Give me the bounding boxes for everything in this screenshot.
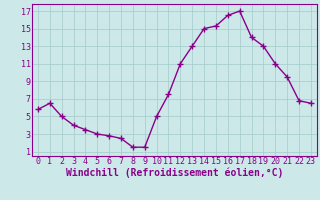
X-axis label: Windchill (Refroidissement éolien,°C): Windchill (Refroidissement éolien,°C) [66, 168, 283, 178]
